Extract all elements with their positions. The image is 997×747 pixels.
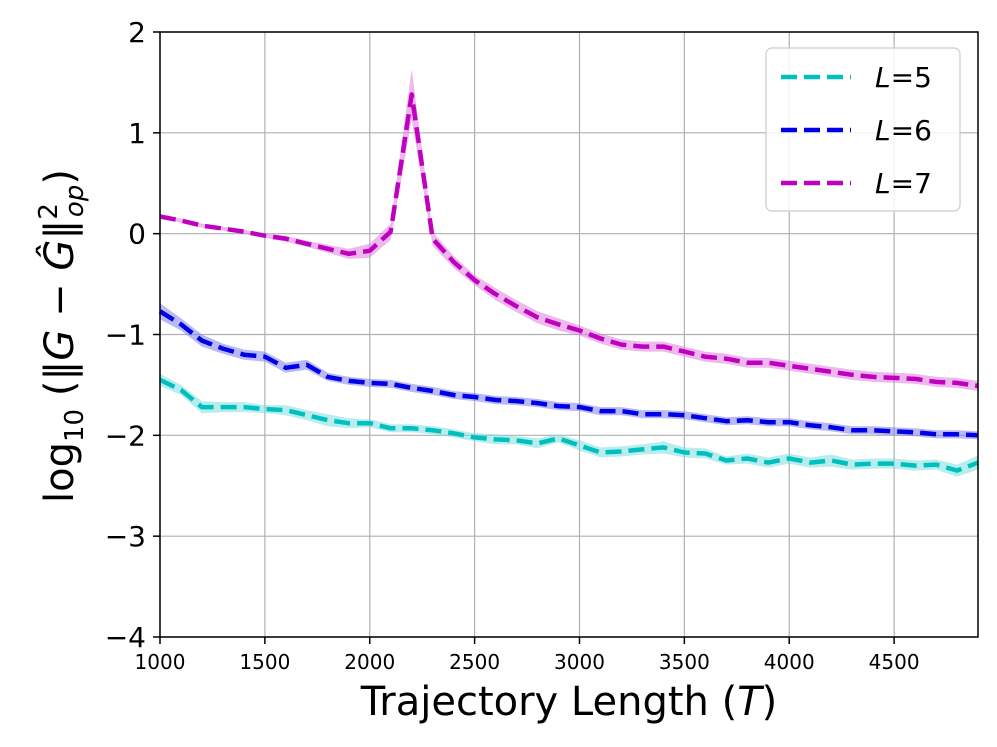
- series-line-L=6: [158, 309, 979, 438]
- x-axis-ticks: 1000 1500 2000 2500 3000 3500 4000 4500: [135, 637, 920, 674]
- y-tick-label: −1: [105, 319, 146, 352]
- band-L=5: [160, 373, 978, 477]
- x-tick-label: 4500: [869, 650, 920, 674]
- series-lines: [158, 92, 979, 473]
- x-tick-label: 3000: [554, 650, 605, 674]
- band-L=6: [160, 303, 978, 440]
- y-tick-label: −2: [105, 419, 146, 452]
- x-tick-label: 2500: [449, 650, 500, 674]
- x-tick-label: 3500: [659, 650, 710, 674]
- x-tick-label: 1500: [239, 650, 290, 674]
- legend-box: [765, 47, 961, 212]
- series-line-L=7: [159, 92, 979, 389]
- y-axis-ticks: −4 −3 −2 −1 0 1 2: [105, 16, 160, 654]
- y-tick-label: 1: [128, 117, 146, 150]
- x-tick-label: 1000: [135, 650, 186, 674]
- legend: L=5 L=6 L=7: [765, 47, 961, 212]
- y-tick-label: −3: [105, 520, 146, 553]
- x-axis-label: Trajectory Length (T): [360, 679, 778, 725]
- x-tick-label: 2000: [344, 650, 395, 674]
- y-tick-label: −4: [105, 621, 146, 654]
- y-axis-label: log10 (‖G − Ĝ‖2op): [34, 169, 90, 503]
- y-tick-label: 0: [128, 218, 146, 251]
- legend-label-L=6: L=6: [875, 114, 932, 147]
- x-tick-label: 4000: [764, 650, 815, 674]
- y-tick-label: 2: [128, 16, 146, 49]
- series-line-L=5: [159, 377, 979, 473]
- legend-label-L=5: L=5: [875, 61, 932, 94]
- legend-label-L=7: L=7: [875, 167, 932, 200]
